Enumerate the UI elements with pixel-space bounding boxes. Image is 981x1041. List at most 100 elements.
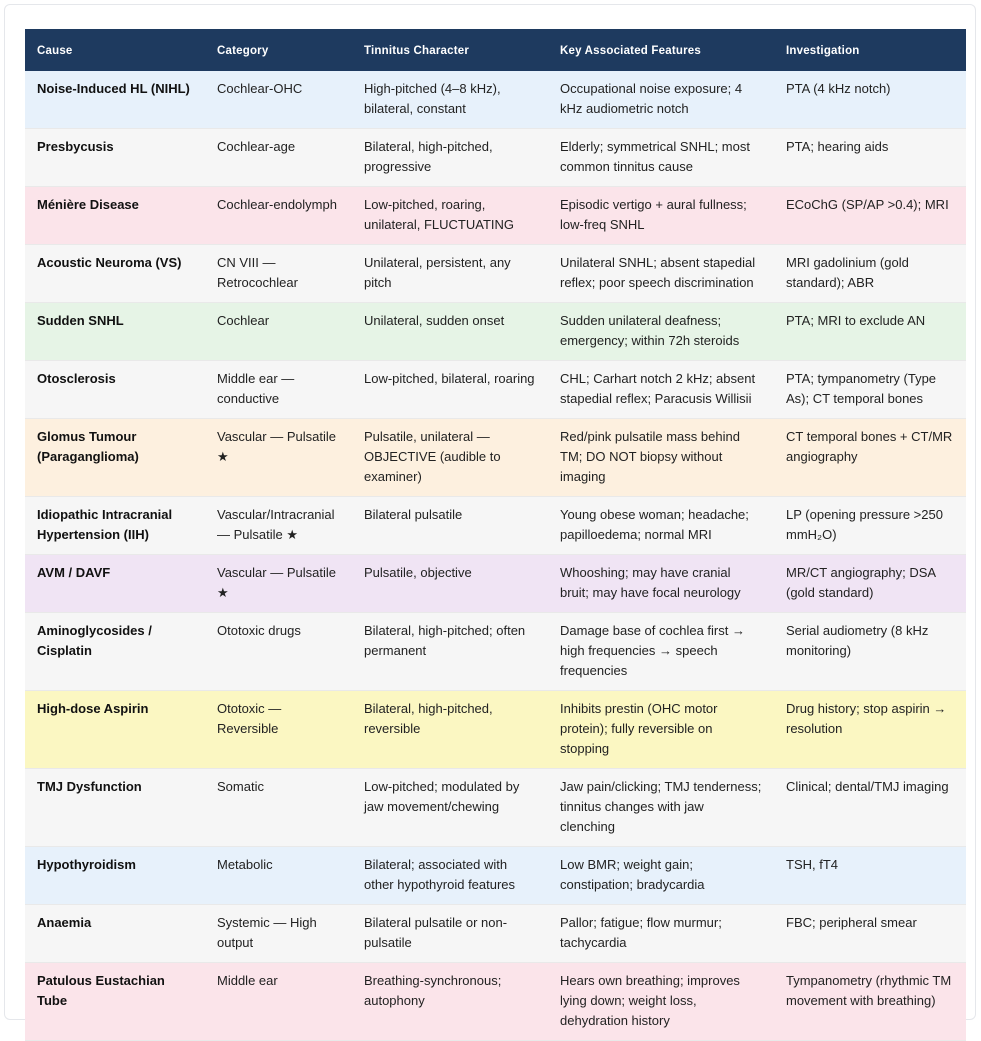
cell-cause: Noise-Induced HL (NIHL) [25,71,205,129]
cell-category: Somatic [205,768,352,847]
table-row: TMJ Dysfunction Somatic Low-pitched; modul… [25,768,966,847]
cell-key-features: Unilateral SNHL; absent stapedial reflex… [548,244,774,303]
column-header-key-features: Key Associated Features [548,29,774,71]
table-row: Ménière Disease Cochlear-endolymph Low-pit… [25,186,966,245]
column-header-investigation: Investigation [774,29,966,71]
cell-cause: High-dose Aspirin [25,690,205,769]
cell-tinnitus-character: Bilateral; associated with other hypothy… [352,846,548,905]
cell-cause: AVM / DAVF [25,554,205,613]
cell-key-features: Damage base of cochlea first → high freq… [548,612,774,691]
cell-key-features: Sudden unilateral deafness; emergency; w… [548,302,774,361]
cell-tinnitus-character: Pulsatile, unilateral — OBJECTIVE (audib… [352,418,548,497]
table-row: Anaemia Systemic — High output Bilateral p… [25,904,966,963]
cell-cause: Glomus Tumour (Paraganglioma) [25,418,205,497]
cell-tinnitus-character: Bilateral, high-pitched, progressive [352,128,548,187]
cell-key-features: Elderly; symmetrical SNHL; most common t… [548,128,774,187]
cell-cause: Patulous Eustachian Tube [25,962,205,1041]
cell-category: Ototoxic — Reversible [205,690,352,769]
cell-category: Vascular — Pulsatile ★ [205,554,352,613]
cell-cause: Otosclerosis [25,360,205,419]
cell-category: Middle ear — conductive [205,360,352,419]
cell-investigation: FBC; peripheral smear [774,904,966,963]
cell-key-features: Whooshing; may have cranial bruit; may h… [548,554,774,613]
cell-investigation: MRI gadolinium (gold standard); ABR [774,244,966,303]
cell-cause: Idiopathic Intracranial Hypertension (II… [25,496,205,555]
cell-tinnitus-character: Bilateral, high-pitched; often permanent [352,612,548,691]
cell-cause: Sudden SNHL [25,302,205,361]
table-row: Idiopathic Intracranial Hypertension (II… [25,496,966,555]
cell-category: Cochlear-age [205,128,352,187]
cell-cause: Acoustic Neuroma (VS) [25,244,205,303]
table-row: Presbycusis Cochlear-age Bilateral, high-p… [25,128,966,187]
table-row: Noise-Induced HL (NIHL) Cochlear-OHC High-… [25,71,966,129]
cell-tinnitus-character: Bilateral pulsatile [352,496,548,555]
cell-investigation: PTA; hearing aids [774,128,966,187]
cell-cause: Anaemia [25,904,205,963]
cell-tinnitus-character: Bilateral, high-pitched, reversible [352,690,548,769]
cell-cause: Ménière Disease [25,186,205,245]
cell-investigation: CT temporal bones + CT/MR angiography [774,418,966,497]
cell-key-features: Inhibits prestin (OHC motor protein); fu… [548,690,774,769]
cell-category: Cochlear-OHC [205,71,352,129]
cell-key-features: Pallor; fatigue; flow murmur; tachycardi… [548,904,774,963]
table-row: Acoustic Neuroma (VS) CN VIII — Retrococh… [25,244,966,303]
table-row: AVM / DAVF Vascular — Pulsatile ★ Pulsatil… [25,554,966,613]
table-row: Hypothyroidism Metabolic Bilateral; associ… [25,846,966,905]
cell-cause: TMJ Dysfunction [25,768,205,847]
cell-key-features: CHL; Carhart notch 2 kHz; absent stapedi… [548,360,774,419]
cell-category: Ototoxic drugs [205,612,352,691]
cell-investigation: Tympanometry (rhythmic TM movement with … [774,962,966,1041]
cell-tinnitus-character: Pulsatile, objective [352,554,548,613]
cell-category: Metabolic [205,846,352,905]
cell-cause: Aminoglycosides / Cisplatin [25,612,205,691]
cell-category: CN VIII — Retrocochlear [205,244,352,303]
cell-key-features: Red/pink pulsatile mass behind TM; DO NO… [548,418,774,497]
cell-investigation: Clinical; dental/TMJ imaging [774,768,966,847]
table-row: Patulous Eustachian Tube Middle ear Breath… [25,962,966,1041]
cell-investigation: ECoChG (SP/AP >0.4); MRI [774,186,966,245]
cell-investigation: TSH, fT4 [774,846,966,905]
cell-category: Vascular — Pulsatile ★ [205,418,352,497]
cell-investigation: Serial audiometry (8 kHz monitoring) [774,612,966,691]
cell-tinnitus-character: Breathing-synchronous; autophony [352,962,548,1041]
cell-cause: Presbycusis [25,128,205,187]
cell-tinnitus-character: Low-pitched, roaring, unilateral, FLUCTU… [352,186,548,245]
cell-key-features: Hears own breathing; improves lying down… [548,962,774,1041]
cell-investigation: MR/CT angiography; DSA (gold standard) [774,554,966,613]
cell-tinnitus-character: Unilateral, sudden onset [352,302,548,361]
cell-category: Cochlear-endolymph [205,186,352,245]
cell-investigation: PTA; tympanometry (Type As); CT temporal… [774,360,966,419]
table-row: Glomus Tumour (Paraganglioma) Vascular — … [25,418,966,497]
cell-category: Systemic — High output [205,904,352,963]
column-header-cause: Cause [25,29,205,71]
cell-cause: Hypothyroidism [25,846,205,905]
table-header: Cause Category Tinnitus Character Key As… [25,29,966,71]
cell-key-features: Jaw pain/clicking; TMJ tenderness; tinni… [548,768,774,847]
column-header-tinnitus-character: Tinnitus Character [352,29,548,71]
table-body: Noise-Induced HL (NIHL) Cochlear-OHC High-… [25,71,966,1041]
cell-tinnitus-character: Bilateral pulsatile or non-pulsatile [352,904,548,963]
cell-investigation: PTA; MRI to exclude AN [774,302,966,361]
cell-key-features: Young obese woman; headache; papilloedem… [548,496,774,555]
cell-category: Vascular/Intracranial — Pulsatile ★ [205,496,352,555]
cell-key-features: Episodic vertigo + aural fullness; low-f… [548,186,774,245]
cell-tinnitus-character: Unilateral, persistent, any pitch [352,244,548,303]
column-header-category: Category [205,29,352,71]
cell-key-features: Occupational noise exposure; 4 kHz audio… [548,71,774,129]
cell-investigation: LP (opening pressure >250 mmH₂O) [774,496,966,555]
cell-investigation: PTA (4 kHz notch) [774,71,966,129]
tinnitus-causes-table: Cause Category Tinnitus Character Key As… [25,29,966,1041]
cell-category: Cochlear [205,302,352,361]
table-row: Otosclerosis Middle ear — conductive Low-p… [25,360,966,419]
header-row: Cause Category Tinnitus Character Key As… [25,29,966,71]
cell-key-features: Low BMR; weight gain; constipation; brad… [548,846,774,905]
table-row: High-dose Aspirin Ototoxic — Reversible Bi… [25,690,966,769]
cell-tinnitus-character: Low-pitched, bilateral, roaring [352,360,548,419]
cell-category: Middle ear [205,962,352,1041]
table-row: Aminoglycosides / Cisplatin Ototoxic drug… [25,612,966,691]
cell-tinnitus-character: Low-pitched; modulated by jaw movement/c… [352,768,548,847]
cell-investigation: Drug history; stop aspirin → resolution [774,690,966,769]
cell-tinnitus-character: High-pitched (4–8 kHz), bilateral, const… [352,71,548,129]
table-card: Cause Category Tinnitus Character Key As… [4,4,976,1041]
table-row: Sudden SNHL Cochlear Unilateral, sudden on… [25,302,966,361]
